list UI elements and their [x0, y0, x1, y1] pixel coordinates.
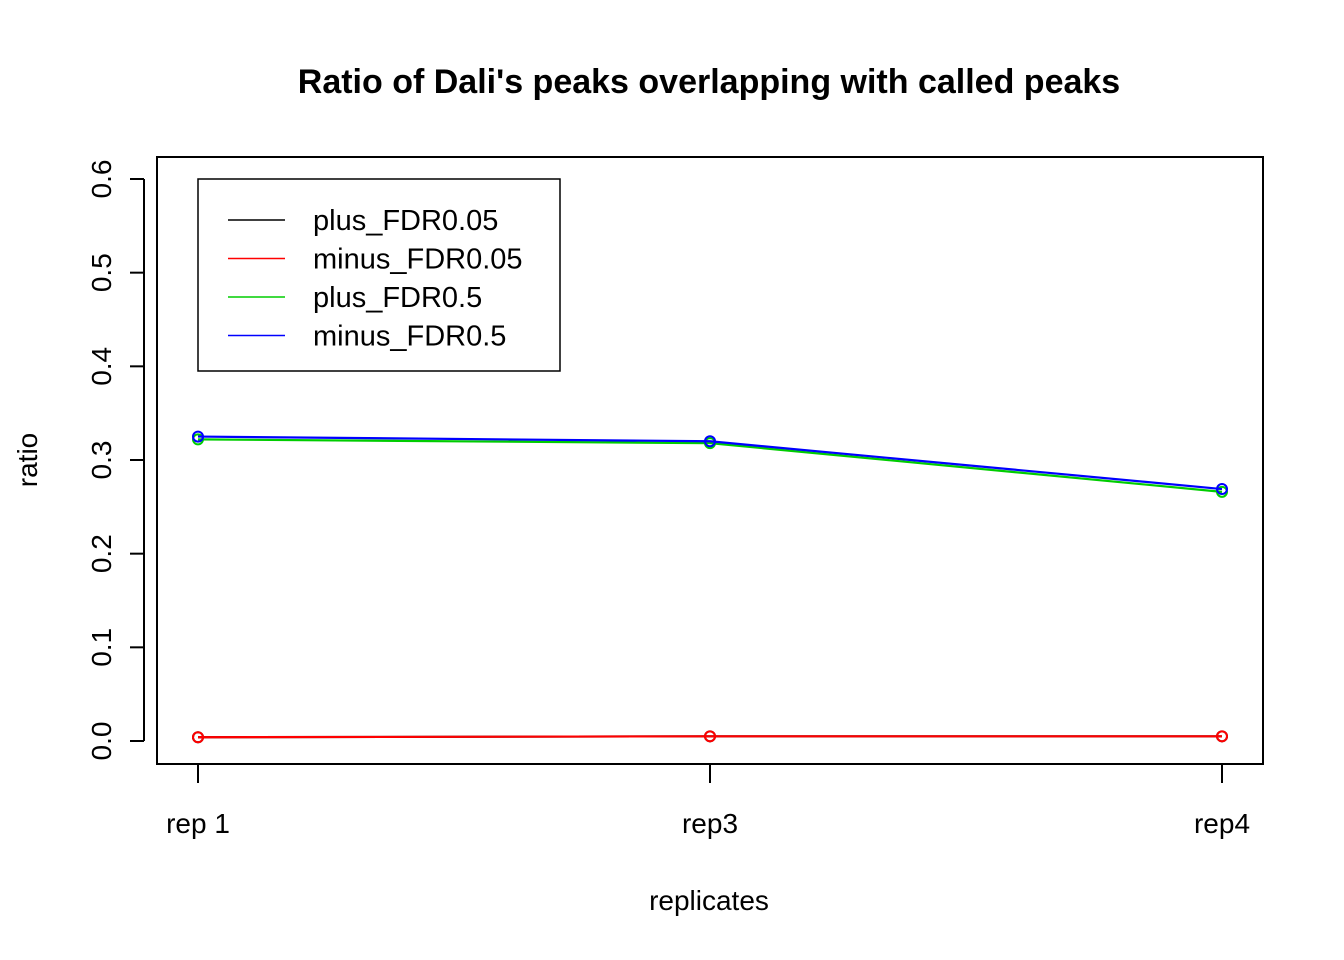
- data-point: [192, 731, 204, 744]
- legend-label: plus_FDR0.05: [313, 205, 498, 237]
- series-line: [197, 438, 1223, 493]
- y-axis-label: ratio: [12, 433, 43, 487]
- legend-label: minus_FDR0.05: [313, 244, 523, 276]
- y-tick-label: 0.6: [86, 160, 117, 199]
- y-tick-label: 0.2: [86, 534, 117, 573]
- y-tick-label: 0.0: [86, 722, 117, 761]
- data-point: [704, 435, 716, 448]
- series-layer: [192, 430, 1228, 744]
- series-plus_FDR0.5: [192, 433, 1228, 498]
- x-tick-label: rep3: [682, 808, 738, 839]
- data-point: [1216, 730, 1228, 743]
- series-line: [197, 735, 1222, 739]
- y-tick-label: 0.3: [86, 441, 117, 480]
- legend-label: plus_FDR0.5: [313, 282, 482, 314]
- y-tick-label: 0.5: [86, 253, 117, 292]
- series-minus_FDR0.5: [192, 430, 1228, 496]
- data-point: [1216, 483, 1228, 496]
- y-axis: 0.0 0.1 0.2 0.3 0.4 0.5 0.6: [86, 160, 145, 761]
- y-tick-label: 0.4: [86, 347, 117, 386]
- data-point: [192, 430, 204, 443]
- x-axis: rep 1 rep3 rep4: [166, 763, 1250, 839]
- legend-box: [197, 178, 561, 372]
- legend: plus_FDR0.05 minus_FDR0.05 plus_FDR0.5minu…: [197, 178, 561, 372]
- x-tick-label: rep 1: [166, 808, 230, 839]
- x-axis-label: replicates: [649, 885, 769, 916]
- series-minus_FDR0.05: [192, 730, 1228, 744]
- legend-label: minus_FDR0.5: [313, 321, 506, 353]
- y-tick-label: 0.1: [86, 628, 117, 667]
- x-tick-label: rep4: [1194, 808, 1250, 839]
- chart-title: Ratio of Dali's peaks overlapping with c…: [298, 63, 1120, 101]
- series-line: [197, 435, 1223, 491]
- data-point: [704, 730, 716, 743]
